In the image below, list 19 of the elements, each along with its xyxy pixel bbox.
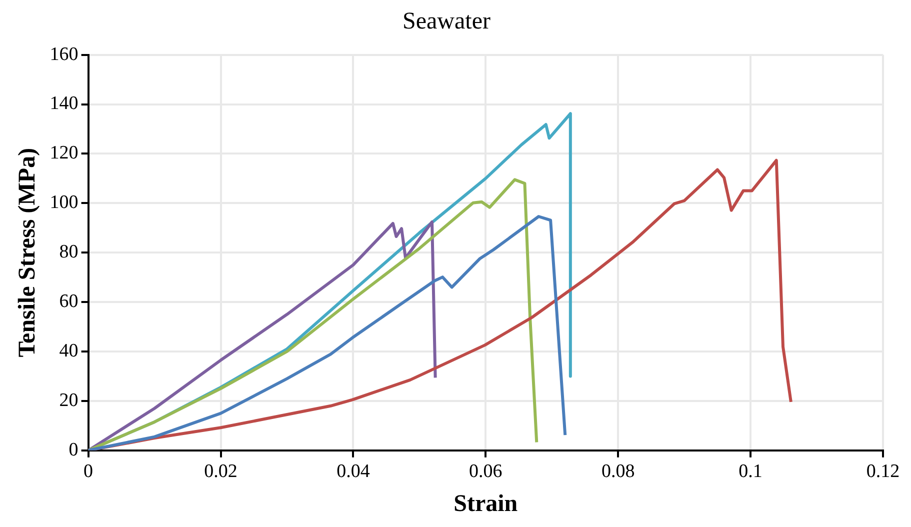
y-tick-label: 100 [50, 192, 78, 214]
x-tick-label: 0.02 [204, 460, 238, 482]
x-tick-label: 0.08 [601, 460, 635, 482]
x-axis-title: Strain [454, 490, 518, 517]
x-tick-label: 0.04 [336, 460, 370, 482]
x-tick-label: 0.12 [866, 460, 900, 482]
x-tick-label: 0.06 [469, 460, 502, 482]
y-tick-label: 140 [50, 93, 78, 114]
y-tick-label: 80 [59, 242, 78, 263]
y-tick-label: 0 [68, 439, 78, 460]
x-tick-label: 0 [84, 460, 94, 482]
y-tick-label: 160 [50, 44, 78, 65]
y-tick-label: 20 [59, 390, 78, 411]
y-tick-label: 40 [59, 340, 78, 362]
y-axis-title: Tensile Stress (MPa) [14, 148, 41, 358]
y-tick-label: 120 [50, 142, 78, 164]
x-tick-label: 0.1 [738, 460, 762, 482]
y-tick-label: 60 [59, 291, 78, 312]
chart-title: Seawater [402, 8, 490, 35]
